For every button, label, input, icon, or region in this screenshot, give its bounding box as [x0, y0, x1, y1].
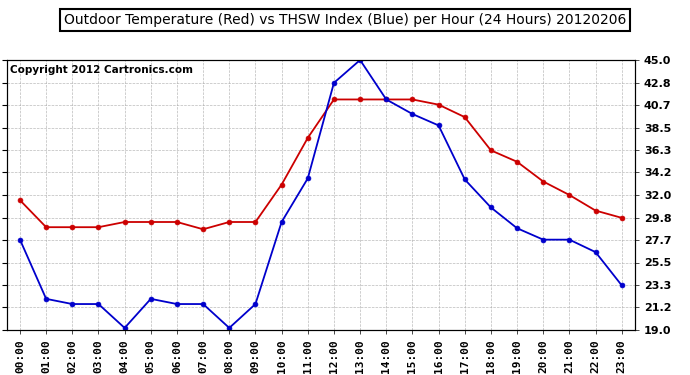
Text: Copyright 2012 Cartronics.com: Copyright 2012 Cartronics.com — [10, 65, 193, 75]
Text: Outdoor Temperature (Red) vs THSW Index (Blue) per Hour (24 Hours) 20120206: Outdoor Temperature (Red) vs THSW Index … — [63, 13, 627, 27]
